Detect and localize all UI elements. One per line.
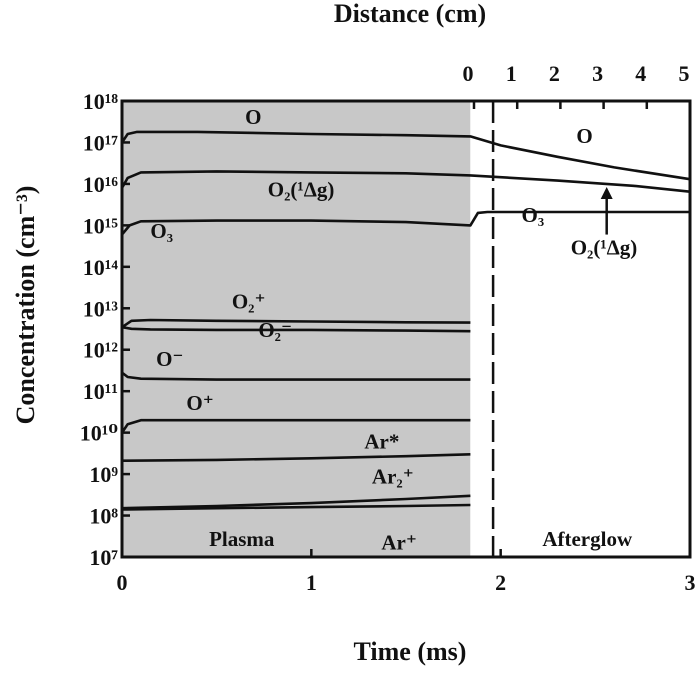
region-label-plasma: Plasma: [209, 527, 275, 551]
y-tick-label: 10¹²: [83, 338, 119, 363]
series-label-Ar-star: Ar*: [364, 429, 399, 453]
x-axis-title: Time (ms): [354, 637, 467, 666]
plot-frame: [120, 99, 692, 559]
series-line-0: [120, 130, 691, 181]
series-line-7: [121, 453, 471, 462]
annotation-arrow-head: [600, 187, 613, 200]
x-tick-label: 3: [685, 570, 696, 595]
x2-tick-label: 4: [635, 61, 646, 86]
series-label-O2-delta: O₂(¹Δg): [268, 177, 335, 201]
series-label-O2-minus: O₂⁻: [258, 318, 292, 342]
series-label-O-minus: O⁻: [156, 347, 183, 371]
y-tick-label: 10¹⁴: [83, 255, 119, 280]
series-line-9: [121, 503, 471, 511]
region-label-afterglow: Afterglow: [542, 527, 633, 551]
y-tick-label: 10⁷: [89, 545, 118, 570]
series-line-1: [120, 170, 691, 193]
y-tick-label: 10¹³: [83, 296, 119, 321]
x2-tick-label: 5: [679, 61, 690, 86]
series-line-6: [120, 418, 471, 434]
series-label-O2-plus: O₂⁺: [232, 289, 266, 313]
x-tick-label: 2: [495, 570, 506, 595]
series-label-O-plus: O⁺: [186, 391, 213, 415]
annotation-label-O2-delta: O₂(¹Δg): [571, 235, 638, 259]
x2-tick-label: 2: [549, 61, 560, 86]
x2-tick-label: 0: [463, 61, 474, 86]
series-line-4: [121, 325, 471, 333]
series-line-5: [121, 371, 471, 381]
series-label-O3: O₃: [150, 219, 173, 243]
series-label-O-afterglow: O: [576, 124, 592, 148]
x-tick-label: 0: [117, 570, 128, 595]
x-tick-label: 1: [306, 570, 317, 595]
series-line-3: [121, 318, 471, 329]
series-line-8: [121, 494, 471, 510]
series-line-2: [120, 210, 690, 236]
afterglow-region: [470, 101, 690, 557]
y-tick-label: 10¹¹: [83, 379, 118, 404]
y-tick-label: 10¹⁷: [83, 130, 119, 155]
series-label-Ar2-plus: Ar₂⁺: [372, 464, 414, 488]
y-tick-label: 10⁹: [89, 462, 118, 487]
y-tick-label: 10¹⁸: [83, 89, 119, 114]
y-tick-label: 10¹⁰: [80, 421, 119, 446]
top-axis-title: Distance (cm): [334, 0, 486, 28]
y-tick-label: 10¹⁶: [83, 172, 119, 197]
y-tick-label: 10⁸: [89, 504, 118, 529]
series-label-O: O: [245, 105, 261, 129]
series-label-O3-afterglow: O₃: [521, 203, 544, 227]
series-label-Ar-plus: Ar⁺: [381, 531, 417, 555]
x2-tick-label: 3: [592, 61, 603, 86]
y-tick-label: 10¹⁵: [83, 213, 119, 238]
y-axis-title: Concentration (cm⁻³): [11, 186, 40, 425]
x2-tick-label: 1: [506, 61, 517, 86]
